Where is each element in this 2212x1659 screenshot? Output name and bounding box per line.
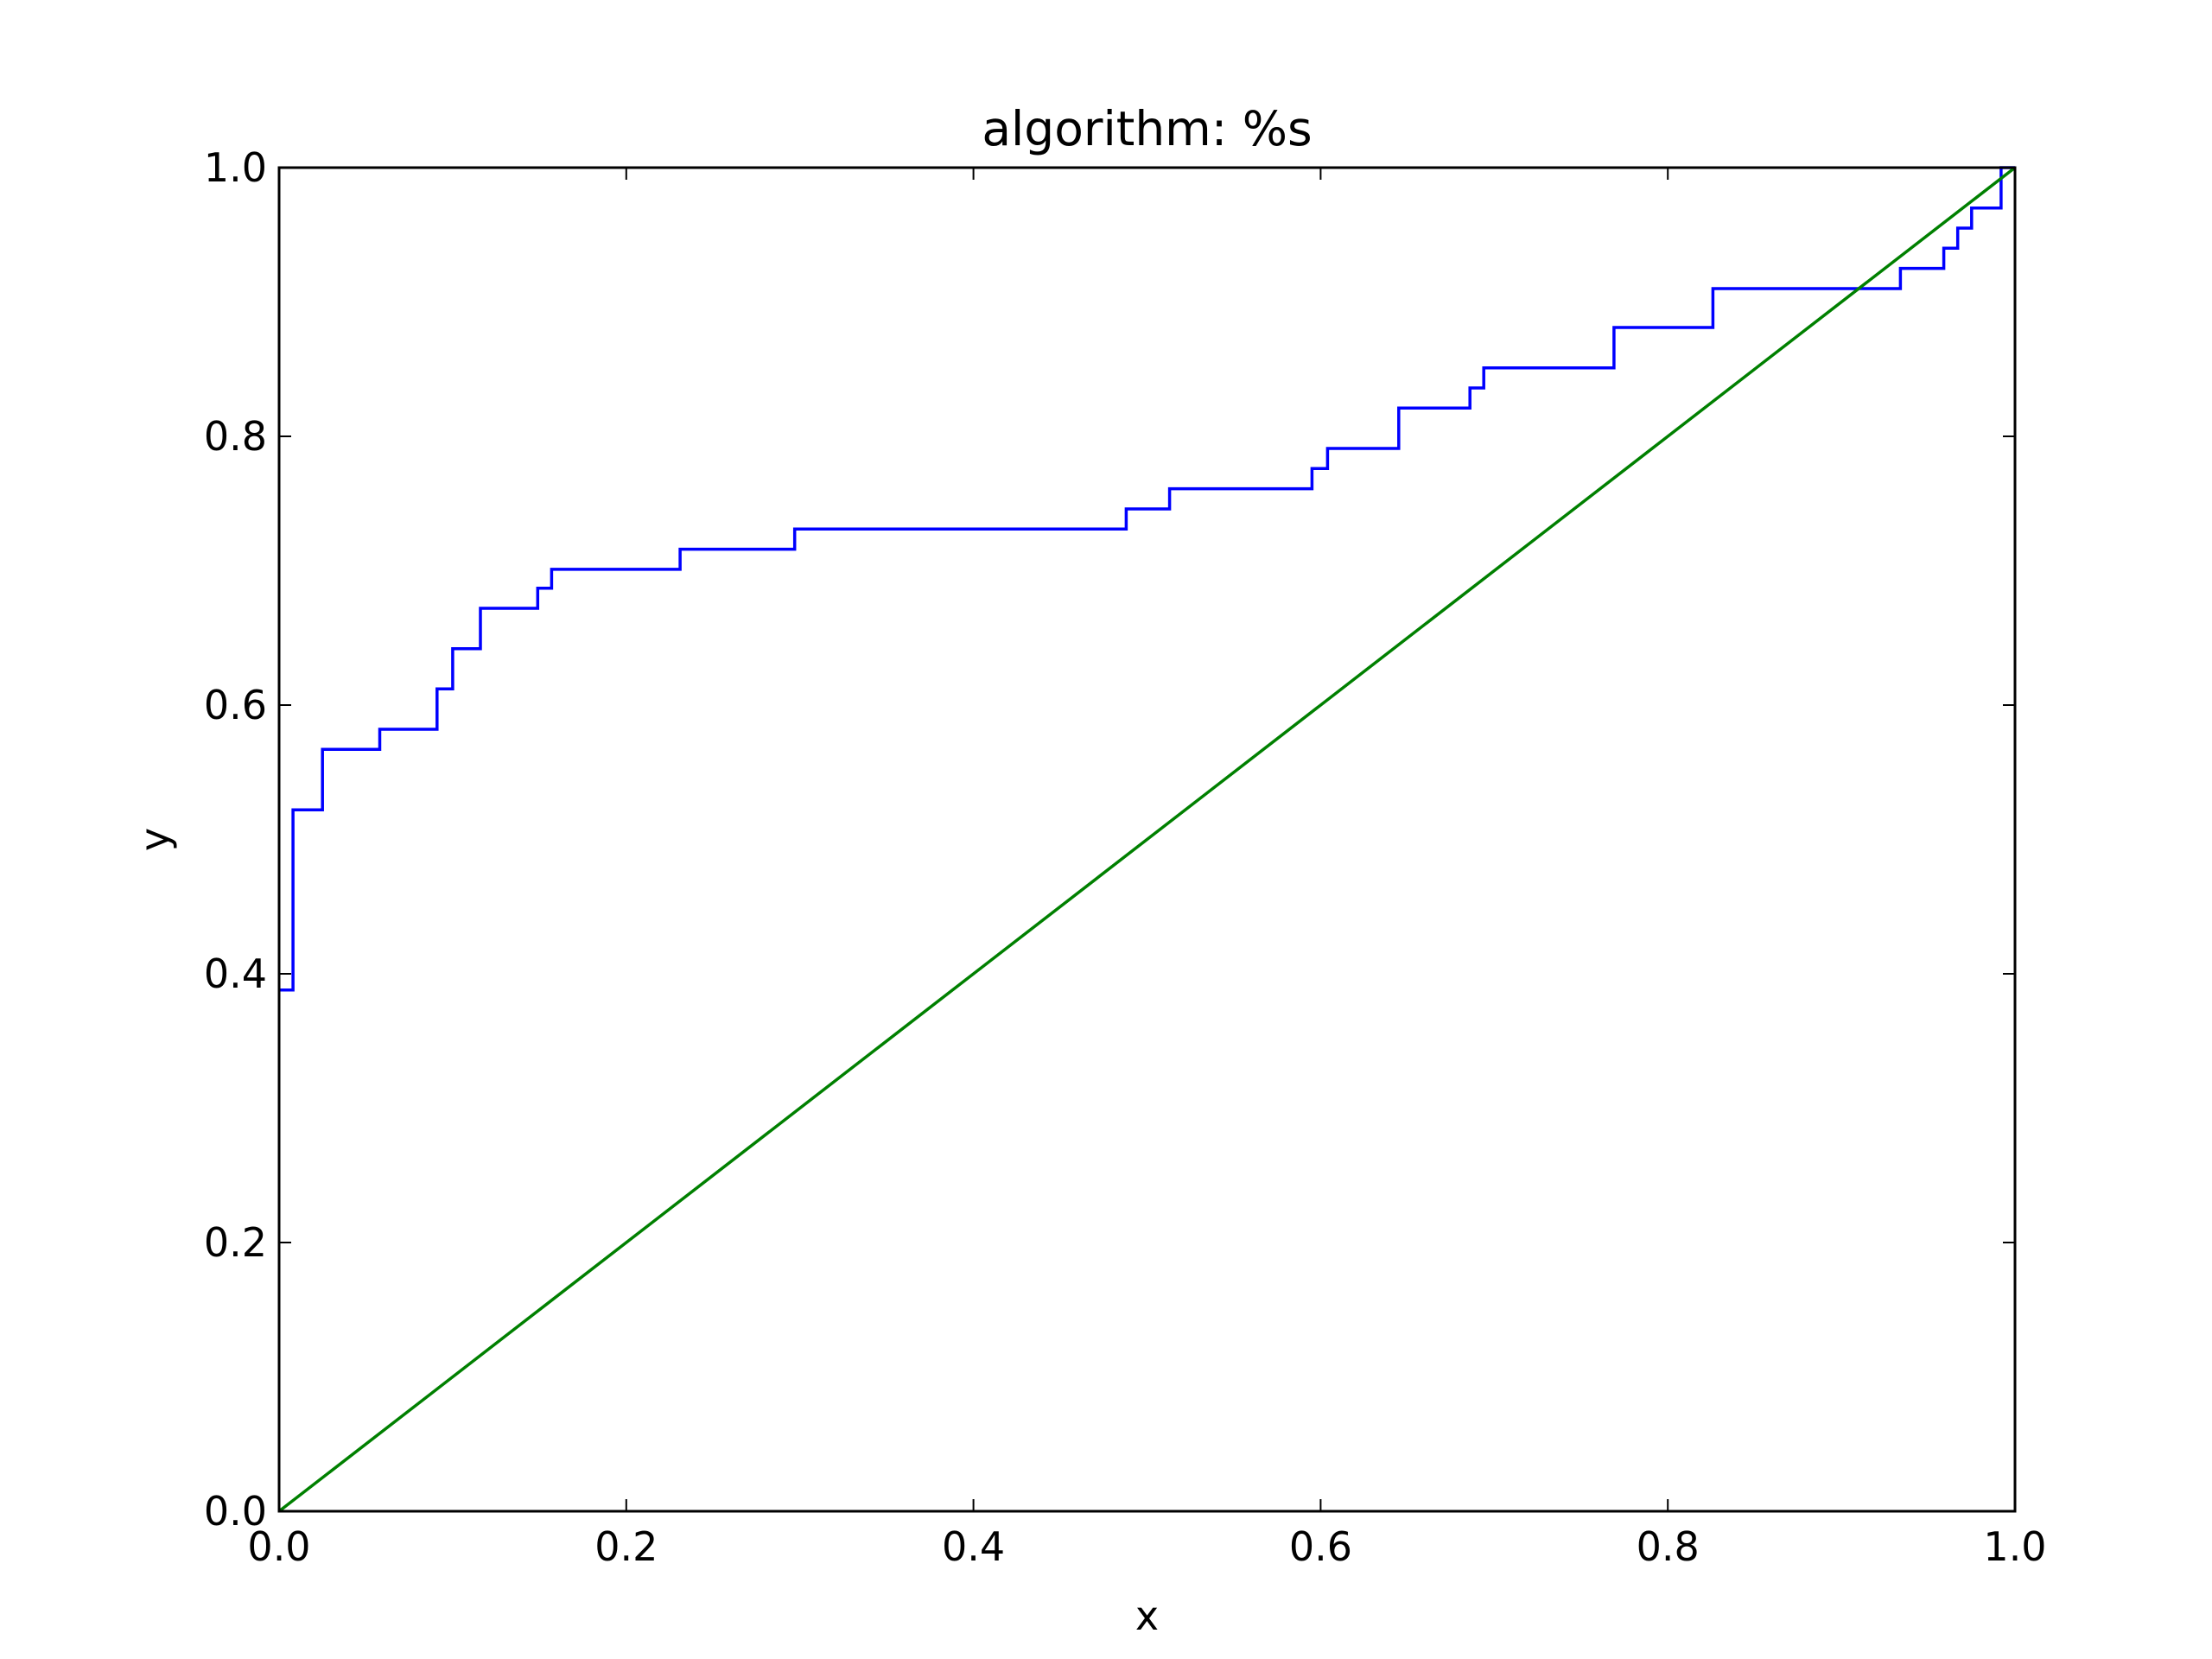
green-diagonal-series-line <box>277 166 2017 1513</box>
y-tick-label: 0.0 <box>204 1488 267 1535</box>
x-tick-label: 0.2 <box>594 1523 658 1570</box>
x-tick-label: 1.0 <box>1983 1523 2046 1570</box>
y-tick-label: 0.2 <box>204 1219 267 1266</box>
x-tick-label: 0.4 <box>942 1523 1005 1570</box>
y-tick-label: 1.0 <box>204 144 267 191</box>
y-tick-label: 0.6 <box>204 682 267 728</box>
x-tick-label: 0.6 <box>1289 1523 1352 1570</box>
chart-title: algorithm: %s <box>982 101 1312 156</box>
x-axis-label: x <box>1135 1592 1159 1639</box>
y-axis-label: y <box>131 828 178 851</box>
x-tick-label: 0.8 <box>1637 1523 1700 1570</box>
tick-layer: 0.0 0.2 0.4 0.6 0.8 1.0 0.0 0.2 0.4 0.6 0.8 1.0 <box>204 144 2047 1570</box>
y-tick-label: 0.8 <box>204 413 267 460</box>
y-tick-label: 0.4 <box>204 950 267 997</box>
blue-step-series-line <box>279 166 2015 992</box>
x-tick-label: 0.0 <box>247 1523 310 1570</box>
plot-frame <box>277 166 2017 1513</box>
series-layer <box>277 166 2017 1513</box>
